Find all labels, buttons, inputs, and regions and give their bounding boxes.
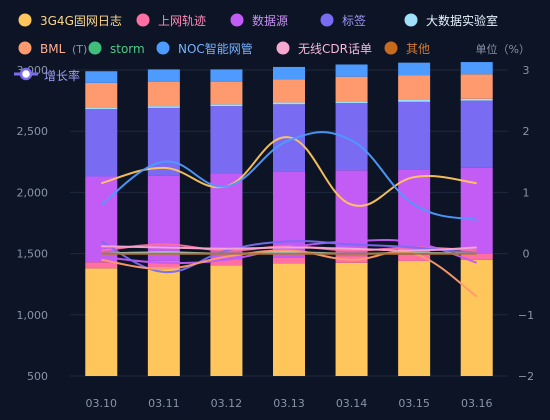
legend-label-1: 3G4G固网日志 (40, 14, 122, 28)
legend-label-8: NOC智能网管 (178, 41, 253, 56)
legend-label-4: 标签 (342, 13, 366, 28)
legend-label-3: 数据源 (252, 13, 288, 28)
bar-1-03.16 (460, 259, 493, 376)
bar-1-03.11 (147, 267, 180, 376)
bar-6-03.15 (398, 75, 431, 100)
bar-8-03.15 (398, 62, 431, 76)
bar-5-03.10 (85, 107, 118, 110)
bar-5-03.12 (210, 104, 243, 107)
legend-label-6: BML (40, 42, 66, 56)
bar-1-03.12 (210, 265, 243, 376)
legend-label-10: 其他 (406, 42, 430, 56)
x-tick-label-5: 03.15 (398, 397, 430, 410)
legend-swatch-2[interactable] (136, 13, 150, 27)
legend-swatch-1[interactable] (18, 13, 32, 27)
bar-2-03.16 (460, 253, 493, 260)
legend-swatch-5[interactable] (404, 13, 418, 27)
bar-5-03.13 (273, 102, 305, 105)
x-tick-label-2: 03.12 (211, 397, 243, 410)
bar-3-03.13 (273, 171, 305, 258)
bar-6-03.10 (85, 82, 118, 108)
legend-swatch-6[interactable] (18, 41, 32, 55)
bar-5-03.15 (398, 99, 431, 102)
bar-4-03.16 (460, 100, 493, 168)
bar-2-03.15 (398, 254, 431, 261)
bar-5-03.11 (147, 106, 180, 108)
bar-6-03.13 (273, 79, 305, 103)
bar-8-03.14 (335, 64, 368, 77)
bar-4-03.10 (85, 109, 118, 177)
y-left-tick-label-2: 1,500 (17, 248, 49, 261)
bar-2-03.12 (210, 259, 243, 266)
bar-1-03.10 (85, 268, 118, 376)
bar-6-03.16 (460, 74, 493, 99)
legend-swatch-4[interactable] (320, 13, 334, 27)
x-tick-label-1: 03.11 (148, 397, 180, 410)
bar-6-03.11 (147, 81, 180, 107)
y-right-tick-label-0: −2 (518, 370, 534, 383)
y-left-tick-label-0: 500 (27, 370, 48, 383)
growth-line-9 (101, 245, 477, 252)
bar-6-03.14 (335, 76, 368, 102)
bar-2-03.10 (85, 262, 118, 269)
bar-8-03.11 (147, 69, 180, 82)
bar-4-03.14 (335, 103, 368, 171)
bar-1-03.15 (398, 260, 431, 376)
legend-label-9: 无线CDR话单 (298, 42, 372, 56)
y-right-tick-label-5: 3 (523, 64, 530, 77)
legend-label-2: 上网轨迹 (158, 14, 206, 28)
y-right-tick-label-1: −1 (518, 309, 534, 322)
legend-label-5: 大数据实验室 (426, 13, 498, 28)
legend-label-growth: 增长率 (44, 68, 80, 83)
legend-swatch-8[interactable] (156, 41, 170, 55)
bar-1-03.14 (335, 262, 368, 376)
x-tick-label-3: 03.13 (273, 397, 305, 410)
bar-1-03.13 (273, 263, 305, 376)
y-right-tick-label-3: 1 (523, 186, 530, 199)
growth-line-4 (100, 240, 477, 273)
bar-2-03.11 (147, 260, 180, 268)
y-right-tick-label-2: 0 (523, 248, 530, 261)
bar-4-03.12 (210, 106, 243, 174)
legend-swatch-3[interactable] (230, 13, 244, 27)
bar-8-03.13 (273, 66, 305, 80)
bar-6-03.12 (210, 81, 243, 105)
bar-5-03.16 (460, 98, 493, 101)
x-tick-label-0: 03.10 (86, 397, 118, 410)
x-tick-label-6: 03.16 (461, 397, 493, 410)
bar-5-03.14 (335, 101, 368, 104)
legend-swatch-7[interactable] (88, 41, 102, 55)
y-right-tick-label-4: 2 (523, 125, 530, 138)
bar-8-03.10 (85, 71, 118, 83)
y-left-tick-label-4: 2,500 (17, 125, 49, 138)
legend-swatch-10[interactable] (384, 41, 398, 55)
legend-swatch-9[interactable] (276, 41, 290, 55)
bar-4-03.15 (398, 101, 431, 170)
y-left-tick-label-1: 1,000 (17, 309, 49, 322)
y-left-axis-unit: (T) (72, 43, 87, 56)
x-tick-label-4: 03.14 (336, 397, 368, 410)
growth-line-1 (101, 136, 477, 207)
bar-8-03.16 (460, 62, 493, 75)
bar-2-03.13 (273, 257, 305, 264)
growth-line-8 (100, 131, 477, 221)
legend-label-7: storm (110, 42, 145, 56)
legend-marker-growth (19, 67, 33, 81)
y-left-tick-label-3: 2,000 (17, 186, 49, 199)
bar-8-03.12 (210, 69, 243, 82)
y-right-axis-unit: 单位（%） (476, 42, 530, 56)
